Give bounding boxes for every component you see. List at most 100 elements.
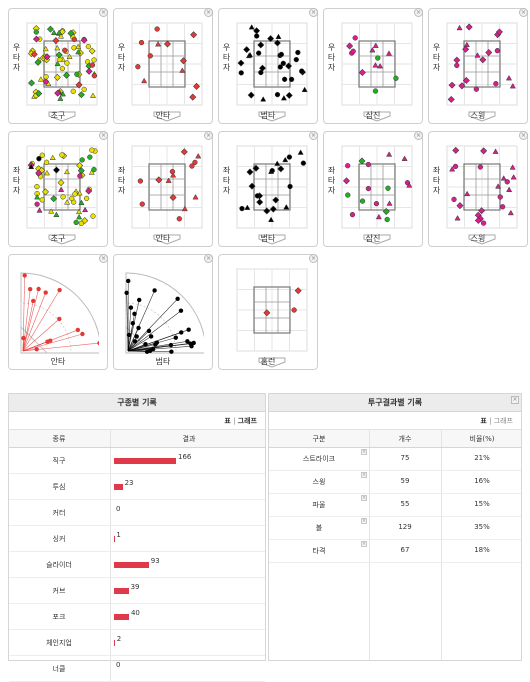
pitch-marker <box>279 52 284 57</box>
view-table-link[interactable]: 표 <box>480 417 486 425</box>
batted-ball-marker <box>28 287 32 291</box>
pitch-marker <box>301 161 306 166</box>
pitch-marker <box>289 77 294 82</box>
pitch-marker <box>62 48 67 53</box>
column-result: 결과 <box>111 430 267 448</box>
pitch-marker <box>292 308 297 313</box>
result-ratio: 15% <box>441 500 523 508</box>
thumbnail-caption: 스윙 <box>429 233 527 244</box>
pitch-type-view-toggle: 표 | 그래프 <box>9 412 265 430</box>
close-icon[interactable]: × <box>361 472 367 478</box>
pitch-marker <box>500 204 505 209</box>
pitch-marker <box>385 217 390 222</box>
pitch-count-bar <box>114 484 123 490</box>
zone-thumbnail[interactable]: ×안타 <box>8 254 108 370</box>
result-ratio: 21% <box>441 454 523 462</box>
pitch-type-label: 포크 <box>9 604 109 630</box>
view-graph-link[interactable]: 그래프 <box>494 417 513 425</box>
pitch-result-panel-title: 투구결과별 기록 <box>368 398 422 407</box>
thumbnail-caption: 안타 <box>114 110 212 121</box>
batted-ball-marker <box>155 340 159 344</box>
batted-ball-marker <box>174 335 178 339</box>
pitch-marker <box>282 77 287 82</box>
pitch-marker <box>77 174 82 179</box>
column-category: 구분 <box>269 430 369 448</box>
pitch-marker <box>40 197 45 202</box>
pitch-marker <box>345 163 350 168</box>
pitch-type-panel-title: 구종별 기록 <box>117 398 157 407</box>
view-table-link[interactable]: 표 <box>224 417 230 425</box>
pitch-type-panel-header: 구종별 기록 <box>9 394 265 412</box>
pitch-marker <box>350 212 355 217</box>
batted-ball-marker <box>179 309 183 313</box>
batted-ball-marker <box>145 350 149 354</box>
close-icon[interactable]: × <box>99 254 108 263</box>
column-count: 개수 <box>369 430 441 448</box>
pitch-count-bar <box>114 640 115 646</box>
pitch-marker <box>86 44 91 49</box>
pitch-marker <box>44 160 49 165</box>
pitch-marker <box>91 214 96 219</box>
thumbnail-caption: 안타 <box>114 233 212 244</box>
pitch-marker <box>373 89 378 94</box>
view-graph-link[interactable]: 그래프 <box>238 417 257 425</box>
thumbnail-caption: 삼진 <box>324 110 422 121</box>
column-ratio: 비율(%) <box>441 430 523 448</box>
result-count: 67 <box>369 546 441 554</box>
result-label: 스트라이크 <box>269 454 369 464</box>
result-count: 129 <box>369 523 441 531</box>
batted-ball-marker <box>31 299 35 303</box>
zone-thumbnail[interactable]: ×범타 <box>113 254 213 370</box>
strike-zone-chart <box>124 15 210 123</box>
strike-zone-chart <box>229 15 315 123</box>
pitch-type-label: 체인지업 <box>9 630 109 656</box>
pitch-marker <box>35 202 40 207</box>
pitch-type-column-header: 종류 결과 <box>9 430 265 448</box>
table-row: 포크 40 <box>9 604 265 630</box>
pitch-marker <box>155 27 160 32</box>
pitch-marker <box>84 196 89 201</box>
batted-ball-marker <box>36 287 40 291</box>
close-icon[interactable]: × <box>361 518 367 524</box>
pitch-marker <box>351 49 356 54</box>
thumbnail-caption: 초구 <box>9 110 107 121</box>
batted-ball-marker <box>21 336 25 340</box>
batted-ball-marker <box>152 288 156 292</box>
close-icon[interactable]: × <box>361 495 367 501</box>
thumbnail-caption: 범타 <box>219 110 317 121</box>
pitch-count-value: 40 <box>131 609 140 617</box>
pitch-count-value: 166 <box>178 453 191 461</box>
close-icon[interactable]: × <box>511 396 519 404</box>
pitch-marker <box>254 34 259 39</box>
close-icon[interactable]: × <box>361 449 367 455</box>
pitch-marker <box>360 199 365 204</box>
pitch-marker <box>87 155 92 160</box>
pitch-marker <box>92 167 97 172</box>
zone-thumbnail[interactable]: ×홈런 <box>218 254 318 370</box>
pitch-marker <box>478 165 483 170</box>
pitch-marker <box>193 160 198 165</box>
strike-zone-chart <box>334 138 420 246</box>
strike-zone-chart <box>439 15 525 123</box>
close-icon[interactable]: × <box>204 254 213 263</box>
spray-chart <box>118 261 204 369</box>
result-label: 볼 <box>269 523 369 533</box>
close-icon[interactable]: × <box>361 541 367 547</box>
pitch-marker <box>474 87 479 92</box>
pitch-marker <box>287 155 292 160</box>
pitch-marker <box>74 72 79 77</box>
pitch-marker <box>44 79 49 84</box>
